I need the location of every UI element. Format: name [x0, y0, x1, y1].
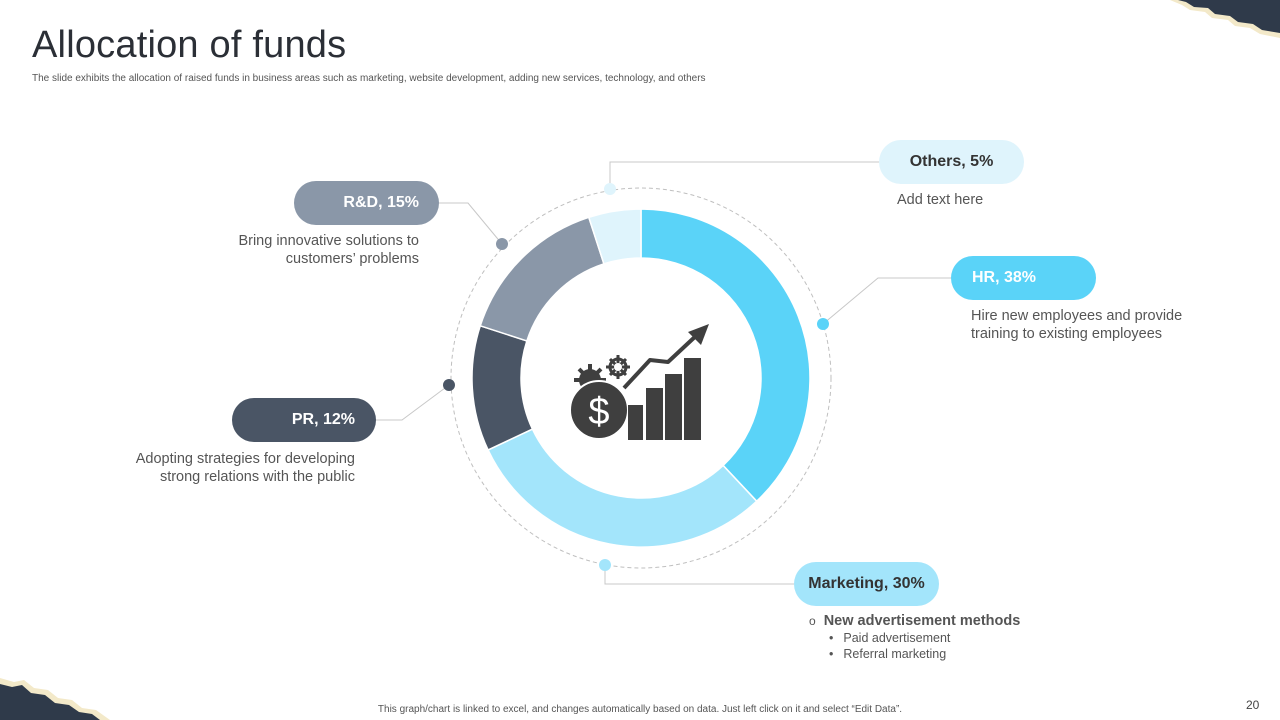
connector-pr — [376, 384, 450, 421]
connector-hr — [822, 277, 951, 325]
page-number: 20 — [1246, 698, 1260, 712]
slice-hr — [640, 208, 811, 503]
marketing-list-item-text: Referral marketing — [843, 647, 947, 661]
marketing-list-item: • Referral marketing — [829, 647, 946, 661]
slice-marketing — [487, 428, 758, 548]
rnd-description-line-2: customers’ problems — [285, 251, 419, 267]
others-description: Add text here — [897, 192, 984, 208]
growth-arrow-icon — [622, 332, 700, 390]
page-subtitle: The slide exhibits the allocation of rai… — [32, 73, 706, 84]
hr-label-pill: HR, 38% — [951, 256, 1096, 300]
pr-description-line-1: Adopting strategies for developing — [135, 451, 355, 467]
pr-description: Adopting strategies for developing stron… — [120, 450, 355, 486]
small-gear-icon — [606, 355, 630, 379]
rnd-description: Bring innovative solutions to customers’… — [190, 232, 419, 268]
bullet-icon: • — [829, 647, 834, 661]
anchor-dot-others — [604, 183, 616, 195]
marketing-list-item: • Paid advertisement — [829, 631, 950, 645]
pr-label-pill: PR, 12% — [232, 398, 376, 442]
marketing-heading-text: New advertisement methods — [823, 613, 1021, 629]
marketing-label-pill: Marketing, 30% — [794, 562, 939, 606]
corner-decoration-bottom-left — [0, 678, 110, 720]
others-label-pill: Others, 5% — [879, 140, 1024, 184]
anchor-dot-rnd — [496, 238, 508, 250]
pr-description-line-2: strong relations with the public — [159, 469, 355, 485]
icon-bar-2 — [646, 388, 663, 440]
rnd-label-pill: R&D, 15% — [294, 181, 439, 225]
hr-description-line-1: Hire new employees and provide — [971, 308, 1183, 324]
anchor-dot-hr — [817, 318, 829, 330]
outer-dashed-ring — [450, 187, 832, 569]
hr-description: Hire new employees and provide training … — [971, 307, 1211, 343]
anchor-dot-marketing — [599, 559, 611, 571]
icon-bar-3 — [665, 374, 682, 440]
money-growth-icon: $ — [569, 324, 709, 440]
slice-pr — [471, 324, 534, 451]
connector-marketing — [604, 565, 794, 585]
slice-others — [587, 208, 642, 265]
anchor-dot-pr — [443, 379, 455, 391]
rnd-description-line-1: Bring innovative solutions to — [238, 233, 419, 249]
corner-decoration-top-right — [1170, 0, 1280, 38]
bullet-icon: • — [829, 631, 834, 645]
hr-description-line-2: training to existing employees — [971, 326, 1163, 342]
circle-bullet-icon: o — [809, 614, 816, 628]
connector-others — [609, 161, 879, 189]
marketing-heading: o New advertisement methods — [809, 613, 1020, 629]
icon-bar-4 — [684, 358, 701, 440]
marketing-list-item-text: Paid advertisement — [843, 631, 951, 645]
footer-note: This graph/chart is linked to excel, and… — [377, 704, 903, 715]
page-title: Allocation of funds — [32, 24, 347, 66]
svg-text:$: $ — [588, 391, 609, 433]
connector-rnd — [439, 202, 503, 245]
slice-rd — [479, 216, 605, 342]
icon-bar-1 — [628, 405, 643, 440]
